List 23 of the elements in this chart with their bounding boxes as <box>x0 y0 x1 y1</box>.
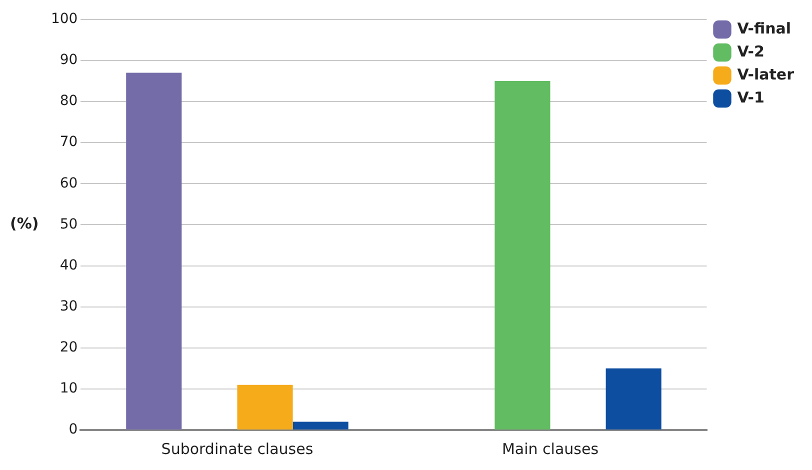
y-axis-title: (%) <box>10 214 39 233</box>
x-tick-label: Subordinate clauses <box>161 440 314 458</box>
y-tick-label: 70 <box>60 134 78 150</box>
y-tick-label: 20 <box>60 340 78 356</box>
y-tick-label: 60 <box>60 175 78 192</box>
y-tick-label: 10 <box>60 380 78 397</box>
y-tick-label: 30 <box>60 298 78 314</box>
legend-label: V-final <box>737 19 792 38</box>
y-tick-label: 50 <box>60 216 78 232</box>
legend-label: V-1 <box>737 88 764 106</box>
y-tick-label: 40 <box>60 257 78 274</box>
bar <box>494 80 550 430</box>
bar <box>606 368 662 430</box>
bar <box>292 422 348 430</box>
y-tick-label: 90 <box>60 52 78 68</box>
y-tick-label: 0 <box>68 422 78 438</box>
bar <box>237 384 293 430</box>
legend-label: V-2 <box>737 42 764 60</box>
bar <box>126 72 182 430</box>
legend-label: V-later <box>737 65 795 84</box>
y-tick-label: 80 <box>60 93 78 110</box>
y-tick-label: 100 <box>50 11 78 28</box>
x-tick-label: Main clauses <box>502 440 599 458</box>
